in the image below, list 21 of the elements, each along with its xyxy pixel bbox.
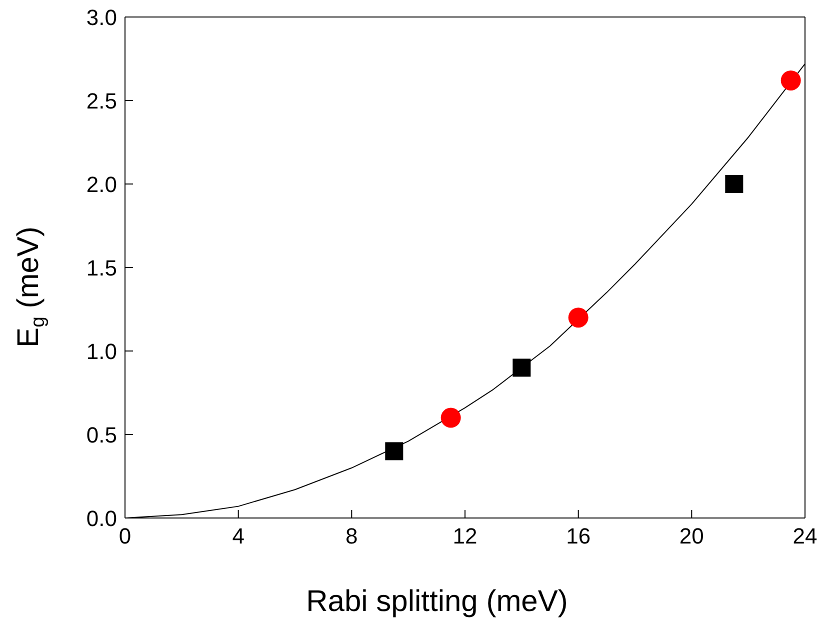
y-tick-label: 0.5 bbox=[86, 422, 117, 448]
point bbox=[512, 358, 531, 377]
x-tick-label: 24 bbox=[792, 524, 818, 549]
y-tick-label: 0.0 bbox=[86, 506, 117, 531]
x-tick-label: 4 bbox=[232, 524, 244, 549]
y-tick-label: 2.0 bbox=[86, 172, 117, 197]
point bbox=[568, 308, 588, 328]
y-tick-label: 1.5 bbox=[86, 255, 117, 280]
x-tick-label: 0 bbox=[118, 524, 132, 549]
point bbox=[385, 442, 404, 460]
point bbox=[725, 175, 744, 193]
point bbox=[780, 70, 801, 90]
x-tick-label: 16 bbox=[566, 524, 591, 549]
x-axis-title: Rabi splitting (meV) bbox=[306, 585, 568, 618]
point bbox=[440, 408, 461, 428]
x-tick-label: 8 bbox=[346, 524, 358, 549]
x-tick-label: 20 bbox=[679, 524, 704, 549]
y-tick-label: 3.0 bbox=[86, 4, 117, 30]
x-tick-label: 12 bbox=[452, 524, 478, 549]
y-tick-label: 1.0 bbox=[86, 338, 117, 364]
y-tick-label: 2.5 bbox=[86, 88, 117, 114]
